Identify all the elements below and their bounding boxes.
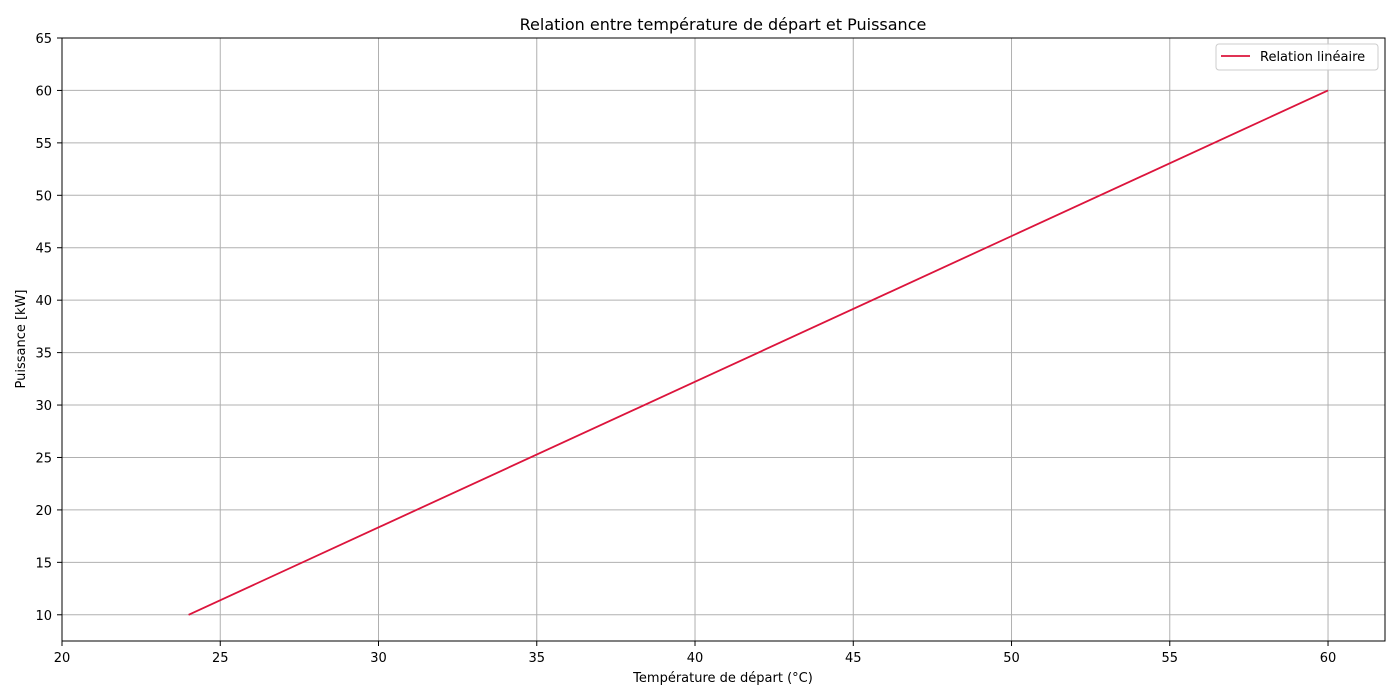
y-tick-label: 15 — [35, 556, 52, 571]
y-axis-ticks: 10 15 20 25 30 35 40 45 50 55 60 65 — [35, 32, 62, 624]
legend: Relation linéaire — [1215, 43, 1379, 71]
y-tick-label: 40 — [35, 294, 52, 309]
y-tick-label: 20 — [35, 504, 52, 519]
x-axis-ticks: 20 25 30 35 40 45 50 55 60 — [54, 641, 1337, 666]
plot-frame — [61, 37, 1386, 642]
x-tick-label: 50 — [1003, 651, 1020, 666]
x-axis-label: Température de départ (°C) — [632, 671, 813, 686]
legend-box — [1215, 43, 1379, 71]
y-tick-label: 65 — [35, 32, 52, 47]
series-layer — [188, 89, 1329, 616]
y-tick-label: 55 — [35, 137, 52, 152]
y-tick-label: 35 — [35, 347, 52, 362]
grid — [61, 37, 1385, 641]
y-tick-label: 10 — [35, 609, 52, 624]
y-tick-label: 45 — [35, 242, 52, 257]
legend-label: Relation linéaire — [1260, 50, 1365, 65]
x-tick-label: 25 — [212, 651, 229, 666]
y-tick-label: 25 — [35, 451, 52, 466]
x-tick-label: 35 — [528, 651, 545, 666]
x-tick-label: 20 — [54, 651, 71, 666]
x-tick-label: 60 — [1320, 651, 1337, 666]
x-tick-label: 55 — [1162, 651, 1179, 666]
x-tick-label: 45 — [845, 651, 862, 666]
y-axis-label: Puissance [kW] — [14, 289, 29, 388]
x-tick-label: 30 — [370, 651, 387, 666]
x-tick-label: 40 — [687, 651, 704, 666]
series-line — [188, 89, 1329, 616]
y-tick-label: 30 — [35, 399, 52, 414]
y-tick-label: 50 — [35, 189, 52, 204]
y-tick-label: 60 — [35, 84, 52, 99]
chart-title: Relation entre température de départ et … — [520, 15, 927, 34]
